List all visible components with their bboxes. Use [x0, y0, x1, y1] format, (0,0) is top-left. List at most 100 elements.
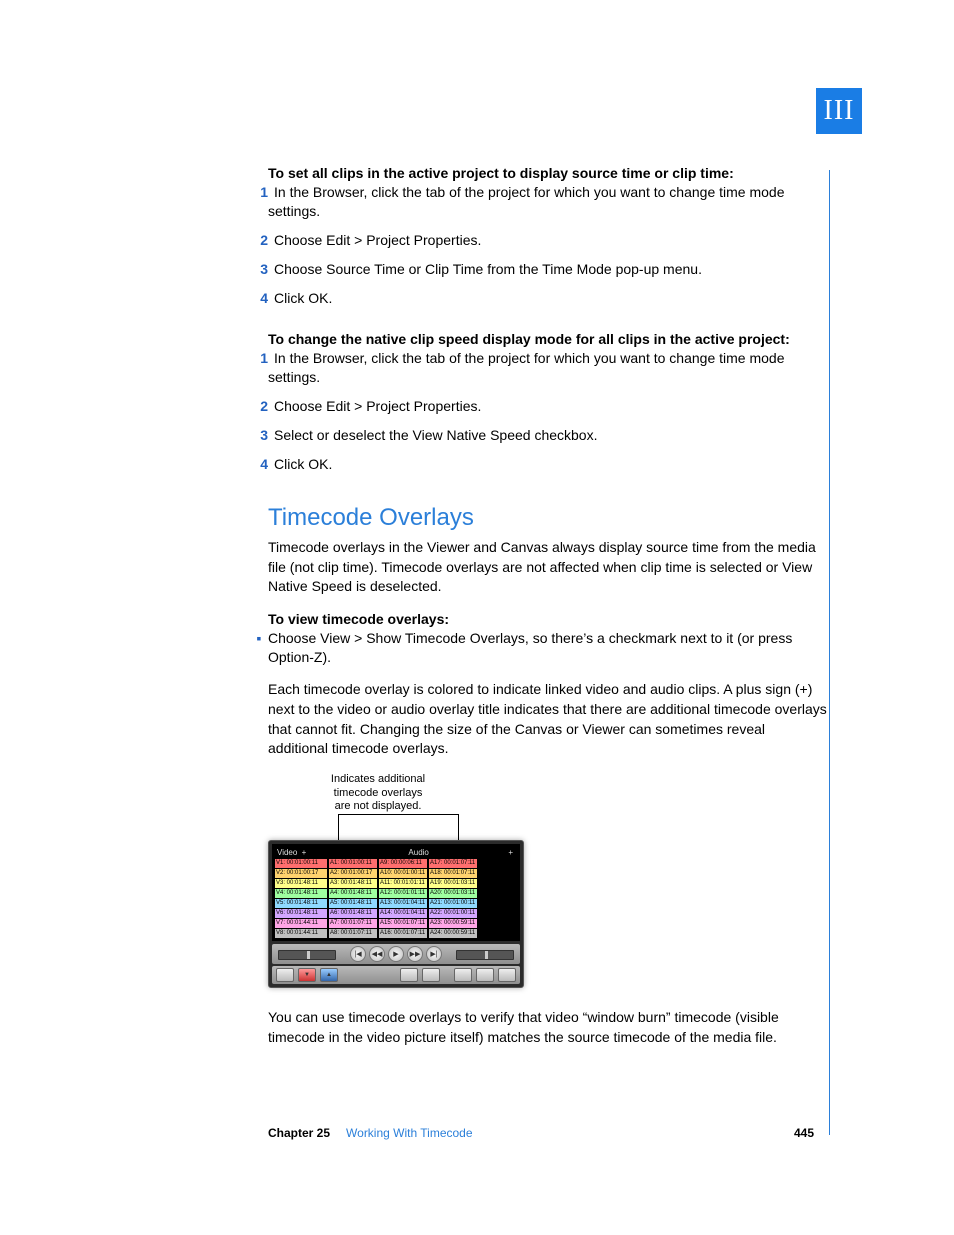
- timecode-cell: A19: 00:01:03:11: [429, 879, 477, 888]
- play-button[interactable]: ▶: [388, 946, 404, 962]
- superimpose-button[interactable]: [498, 968, 516, 982]
- transport-bar: |◀ ◀◀ ▶ ▶▶ ▶|: [272, 944, 520, 964]
- timecode-cell: A12: 00:01:01:11: [379, 889, 427, 898]
- step-number: 4: [250, 455, 274, 474]
- bullet-text: Choose View > Show Timecode Overlays, so…: [268, 630, 792, 665]
- timecode-cell: V7: 00:01:44:11: [275, 919, 327, 928]
- shuttle-slider[interactable]: [278, 950, 336, 960]
- timecode-cell: A18: 00:01:07:11: [429, 869, 477, 878]
- right-margin-rule: [829, 170, 830, 1135]
- step-number: 4: [250, 289, 274, 308]
- procedure-a-lead: To set all clips in the active project t…: [268, 165, 828, 181]
- procedure-native-speed: To change the native clip speed display …: [268, 331, 828, 473]
- timecode-cell: A7: 00:01:07:11: [329, 919, 377, 928]
- timecode-cell: A17: 00:01:07:11: [429, 859, 477, 868]
- step-number: 1: [250, 183, 274, 202]
- timecode-cell: V8: 00:01:44:11: [275, 929, 327, 938]
- timecode-rows: V1: 00:01:00:11A1: 00:01:00:11A9: 00:00:…: [275, 859, 517, 938]
- footer-page-number: 445: [794, 1126, 814, 1140]
- mark-in-button[interactable]: ▼: [298, 968, 316, 982]
- overlays-intro: Timecode overlays in the Viewer and Canv…: [268, 538, 828, 597]
- figure-callout: Indicates additional timecode overlays a…: [298, 773, 458, 814]
- timecode-cell: A8: 00:01:07:11: [329, 929, 377, 938]
- timecode-row: V7: 00:01:44:11A7: 00:01:07:11A15: 00:01…: [275, 919, 517, 928]
- section-heading-timecode-overlays: Timecode Overlays: [268, 504, 828, 532]
- page-content: To set all clips in the active project t…: [268, 165, 828, 1061]
- video-header-label: Video: [277, 848, 297, 857]
- go-to-end-button[interactable]: ▶|: [426, 946, 442, 962]
- replace-button[interactable]: [454, 968, 472, 982]
- timecode-cell: A13: 00:01:04:11: [379, 899, 427, 908]
- overlays-sublead: To view timecode overlays:: [268, 611, 828, 627]
- lower-toolbar: ▼ ▲: [272, 966, 520, 984]
- step-text: In the Browser, click the tab of the pro…: [268, 350, 785, 385]
- step-number: 2: [250, 231, 274, 250]
- insert-button[interactable]: [400, 968, 418, 982]
- timecode-cell: A4: 00:01:48:11: [329, 889, 377, 898]
- timecode-row: V1: 00:01:00:11A1: 00:01:00:11A9: 00:00:…: [275, 859, 517, 868]
- timecode-row: V3: 00:01:48:11A3: 00:01:48:11A11: 00:01…: [275, 879, 517, 888]
- go-to-start-button[interactable]: |◀: [350, 946, 366, 962]
- timecode-cell: A24: 00:00:59:11: [429, 929, 477, 938]
- timecode-cell: A14: 00:01:04:11: [379, 909, 427, 918]
- timecode-row: V8: 00:01:44:11A8: 00:01:07:11A16: 00:01…: [275, 929, 517, 938]
- overlays-para3: You can use timecode overlays to verify …: [268, 1008, 828, 1047]
- bullet-icon: ▪: [250, 629, 268, 648]
- timecode-cell: V2: 00:01:00:17: [275, 869, 327, 878]
- jog-slider[interactable]: [456, 950, 514, 960]
- step-text: Click OK.: [274, 290, 332, 306]
- procedure-set-time-mode: To set all clips in the active project t…: [268, 165, 828, 307]
- timecode-cell: A11: 00:01:01:11: [379, 879, 427, 888]
- step-text: Choose Source Time or Clip Time from the…: [274, 261, 702, 277]
- timecode-cell: V4: 00:01:48:11: [275, 889, 327, 898]
- timecode-cell: A2: 00:01:00:17: [329, 869, 377, 878]
- figure-timecode-overlays: Indicates additional timecode overlays a…: [268, 773, 828, 988]
- mark-clip-button[interactable]: [276, 968, 294, 982]
- timecode-cell: A22: 00:01:00:11: [429, 909, 477, 918]
- overlay-header: Video + Audio +: [275, 848, 517, 859]
- viewer-panel: Video + Audio + V1: 00:01:00:11A1: 00:01…: [268, 840, 524, 988]
- plus-indicator-audio: +: [506, 848, 515, 857]
- timecode-cell: A10: 00:01:00:11: [379, 869, 427, 878]
- timecode-cell: A9: 00:00:06:11: [379, 859, 427, 868]
- step-number: 2: [250, 397, 274, 416]
- timecode-cell: A3: 00:01:48:11: [329, 879, 377, 888]
- timecode-cell: V6: 00:01:48:11: [275, 909, 327, 918]
- step-text: Choose Edit > Project Properties.: [274, 232, 481, 248]
- step-text: Select or deselect the View Native Speed…: [274, 427, 597, 443]
- step-number: 3: [250, 426, 274, 445]
- timecode-row: V6: 00:01:48:11A6: 00:01:48:11A14: 00:01…: [275, 909, 517, 918]
- overlays-para2: Each timecode overlay is colored to indi…: [268, 680, 828, 758]
- timecode-cell: A16: 00:01:07:11: [379, 929, 427, 938]
- timecode-cell: A6: 00:01:48:11: [329, 909, 377, 918]
- timecode-cell: A15: 00:01:07:11: [379, 919, 427, 928]
- step-text: Choose Edit > Project Properties.: [274, 398, 481, 414]
- timecode-cell: A1: 00:01:00:11: [329, 859, 377, 868]
- fit-to-fill-button[interactable]: [476, 968, 494, 982]
- step-number: 3: [250, 260, 274, 279]
- step-text: In the Browser, click the tab of the pro…: [268, 184, 785, 219]
- mark-out-button[interactable]: ▲: [320, 968, 338, 982]
- timecode-row: V5: 00:01:48:11A5: 00:01:48:11A13: 00:01…: [275, 899, 517, 908]
- timecode-cell: V1: 00:01:00:11: [275, 859, 327, 868]
- timecode-cell: V5: 00:01:48:11: [275, 899, 327, 908]
- plus-indicator-video: +: [300, 848, 309, 857]
- step-text: Click OK.: [274, 456, 332, 472]
- page-footer: Chapter 25 Working With Timecode 445: [268, 1126, 814, 1140]
- timecode-cell: A21: 00:01:00:11: [429, 899, 477, 908]
- audio-header-label: Audio: [408, 848, 428, 857]
- timecode-cell: V3: 00:01:48:11: [275, 879, 327, 888]
- overwrite-button[interactable]: [422, 968, 440, 982]
- procedure-b-lead: To change the native clip speed display …: [268, 331, 828, 347]
- step-back-button[interactable]: ◀◀: [369, 946, 385, 962]
- timecode-row: V4: 00:01:48:11A4: 00:01:48:11A12: 00:01…: [275, 889, 517, 898]
- part-tab: III: [816, 88, 862, 134]
- timecode-row: V2: 00:01:00:17A2: 00:01:00:17A10: 00:01…: [275, 869, 517, 878]
- callout-leader-lines: [298, 814, 498, 840]
- step-number: 1: [250, 349, 274, 368]
- footer-title: Working With Timecode: [346, 1126, 473, 1140]
- footer-chapter: Chapter 25: [268, 1126, 330, 1140]
- timecode-cell: A23: 00:00:59:11: [429, 919, 477, 928]
- step-forward-button[interactable]: ▶▶: [407, 946, 423, 962]
- timecode-cell: A5: 00:01:48:11: [329, 899, 377, 908]
